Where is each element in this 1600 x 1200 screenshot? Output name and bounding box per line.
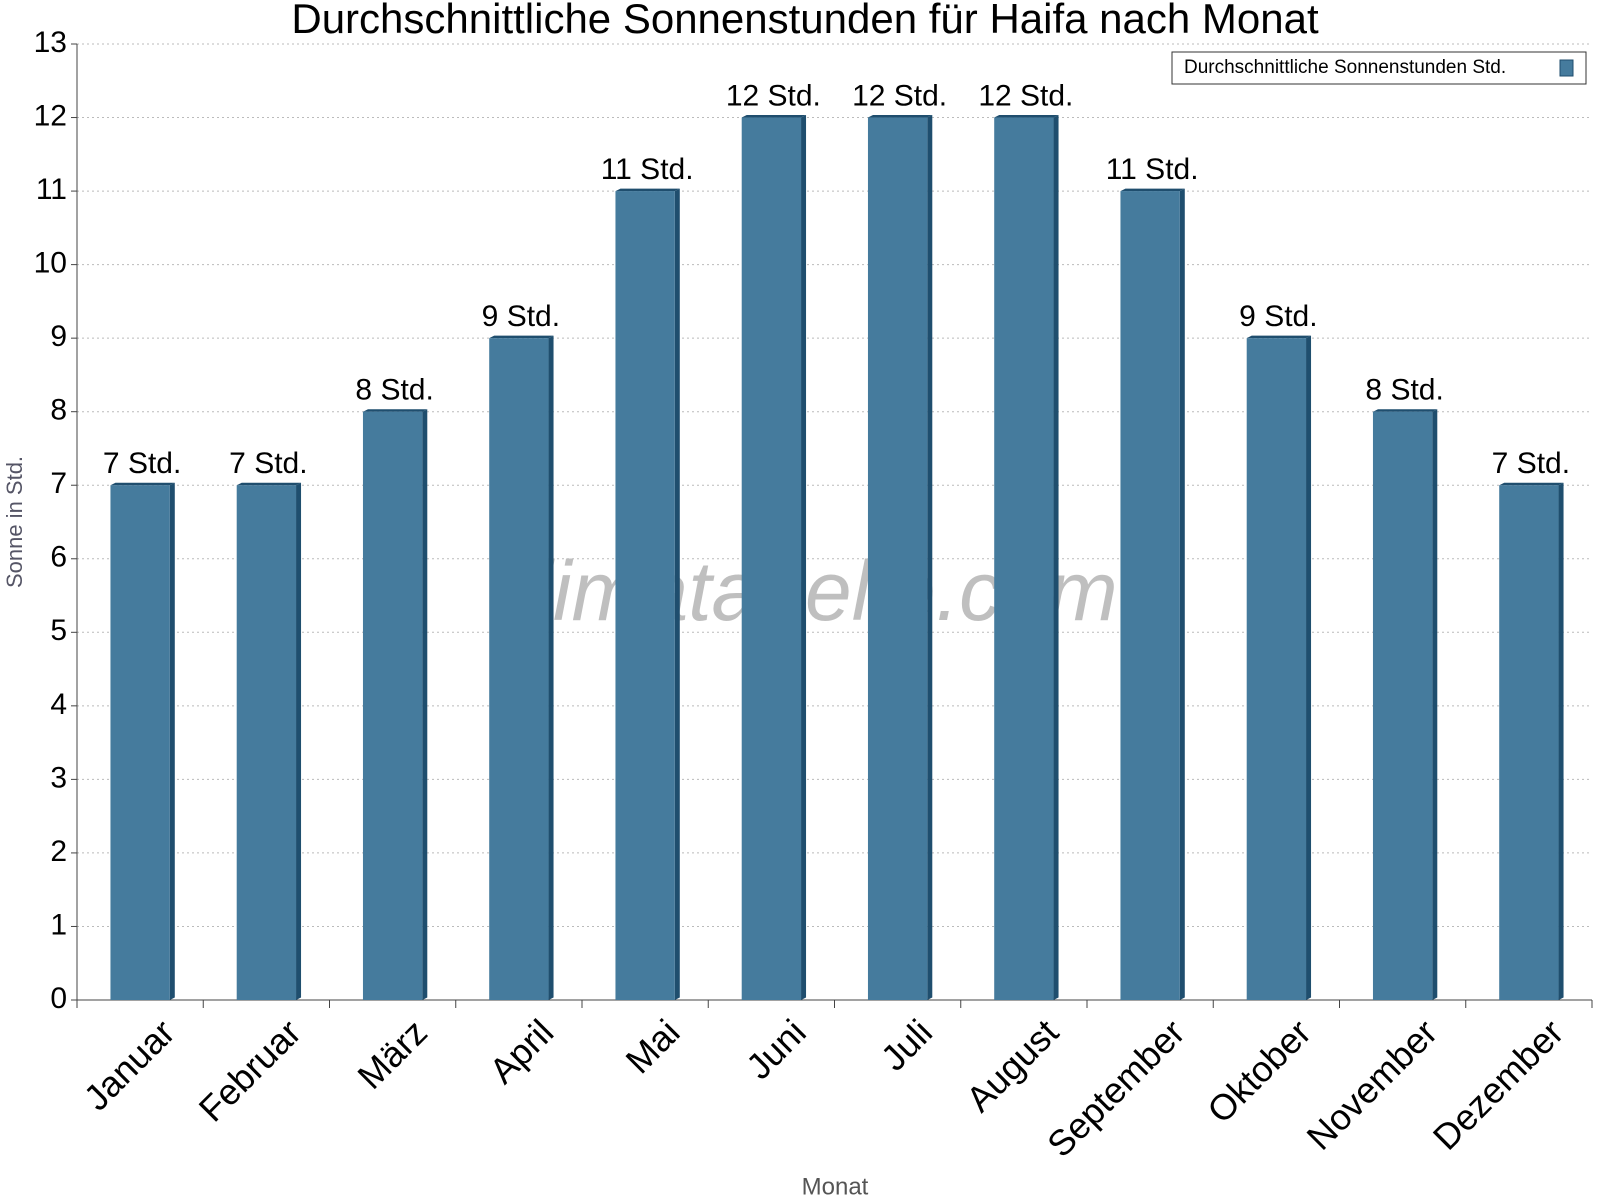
bar-side	[674, 188, 680, 1001]
legend-label: Durchschnittliche Sonnenstunden Std.	[1184, 57, 1506, 78]
bar-group	[110, 482, 175, 1000]
bar-group	[867, 115, 933, 1001]
y-tick-label: 9	[50, 320, 67, 353]
y-tick-label: 13	[34, 26, 67, 59]
value-label: 7 Std.	[1492, 447, 1570, 480]
bar-group	[994, 115, 1059, 1001]
y-tick-label: 8	[50, 394, 67, 427]
x-tick-label: Oktober	[1199, 1011, 1319, 1131]
bar-top	[1499, 482, 1564, 486]
y-tick-label: 3	[50, 761, 67, 794]
bar-side	[927, 115, 933, 1001]
legend-box	[1171, 51, 1587, 85]
bar-top	[1246, 335, 1312, 339]
y-tick-label: 7	[50, 467, 67, 500]
x-tick-label: November	[1299, 1011, 1445, 1157]
value-label: 12 Std.	[852, 79, 947, 112]
x-axis-label: Monat	[802, 1173, 869, 1200]
value-label: 9 Std.	[1239, 300, 1317, 333]
bar	[1120, 191, 1180, 1001]
y-tick-label: 5	[50, 614, 67, 647]
bar-side	[1053, 115, 1059, 1001]
value-label: 7 Std.	[103, 447, 181, 480]
bar-side	[801, 115, 807, 1001]
bar-side	[169, 482, 175, 1000]
bar	[1246, 338, 1307, 1001]
x-tick-label: August	[958, 1011, 1066, 1119]
bar-group	[615, 188, 680, 1001]
bar	[741, 117, 802, 1001]
bar-side	[296, 482, 302, 1000]
bar	[867, 117, 928, 1001]
value-label: 8 Std.	[355, 374, 433, 407]
value-label: 12 Std.	[726, 79, 821, 112]
x-tick-label: März	[349, 1011, 435, 1097]
value-label: 9 Std.	[482, 300, 560, 333]
y-tick-label: 10	[34, 247, 67, 280]
bar	[489, 338, 549, 1001]
bar	[362, 411, 423, 1000]
bar-top	[994, 115, 1059, 118]
legend: Durchschnittliche Sonnenstunden Std.	[1171, 51, 1587, 85]
value-label: 11 Std.	[1106, 153, 1199, 186]
bar-group	[1120, 188, 1185, 1001]
bar	[236, 485, 297, 1000]
bar-top	[236, 482, 302, 486]
value-label: 12 Std.	[978, 79, 1073, 112]
y-axis-label: Sonne in Std.	[2, 456, 27, 588]
value-label: 8 Std.	[1365, 374, 1443, 407]
bar-top	[1372, 409, 1438, 412]
bar-top	[867, 115, 933, 118]
legend-swatch	[1559, 59, 1574, 77]
y-tick-label: 1	[50, 908, 67, 941]
x-tick-label: Dezember	[1425, 1011, 1571, 1157]
bar-group	[236, 482, 302, 1000]
value-label: 11 Std.	[601, 153, 694, 186]
y-tick-label: 11	[36, 173, 67, 206]
x-tick-label: Februar	[191, 1011, 309, 1129]
bar-group	[1499, 482, 1564, 1000]
x-tick-label: April	[481, 1011, 561, 1091]
bar	[1372, 411, 1433, 1000]
y-tick-label: 12	[34, 99, 67, 132]
bar-side	[1306, 335, 1312, 1001]
bar-group	[362, 409, 428, 1000]
bar-top	[362, 409, 428, 412]
bar-top	[110, 482, 175, 486]
bar-group	[1372, 409, 1438, 1000]
y-tick-label: 4	[50, 688, 67, 721]
x-tick-label: September	[1039, 1011, 1193, 1165]
x-tick-label: Mai	[617, 1011, 687, 1081]
bar-group	[489, 335, 554, 1001]
chart-title: Durchschnittliche Sonnenstunden für Haif…	[291, 0, 1319, 42]
value-label: 7 Std.	[229, 447, 307, 480]
x-tick-label: Juli	[873, 1011, 940, 1078]
bar-group	[1246, 335, 1312, 1001]
bar-group	[741, 115, 807, 1001]
bar-side	[1558, 482, 1564, 1000]
bar-top	[1120, 188, 1185, 192]
bar-top	[489, 335, 554, 339]
bar-top	[615, 188, 680, 192]
bar-side	[1179, 188, 1185, 1001]
y-tick-label: 0	[50, 982, 67, 1015]
x-tick-label: Juni	[738, 1011, 814, 1087]
y-tick-label: 2	[50, 835, 67, 868]
bar	[615, 191, 675, 1001]
bar	[110, 485, 170, 1000]
bar-side	[1432, 409, 1438, 1000]
bar	[994, 117, 1054, 1001]
y-tick-label: 6	[50, 541, 67, 574]
x-tick-label: Januar	[76, 1011, 183, 1118]
bar-side	[548, 335, 554, 1001]
bar-top	[741, 115, 807, 118]
bar	[1499, 485, 1559, 1000]
bar-side	[422, 409, 428, 1000]
